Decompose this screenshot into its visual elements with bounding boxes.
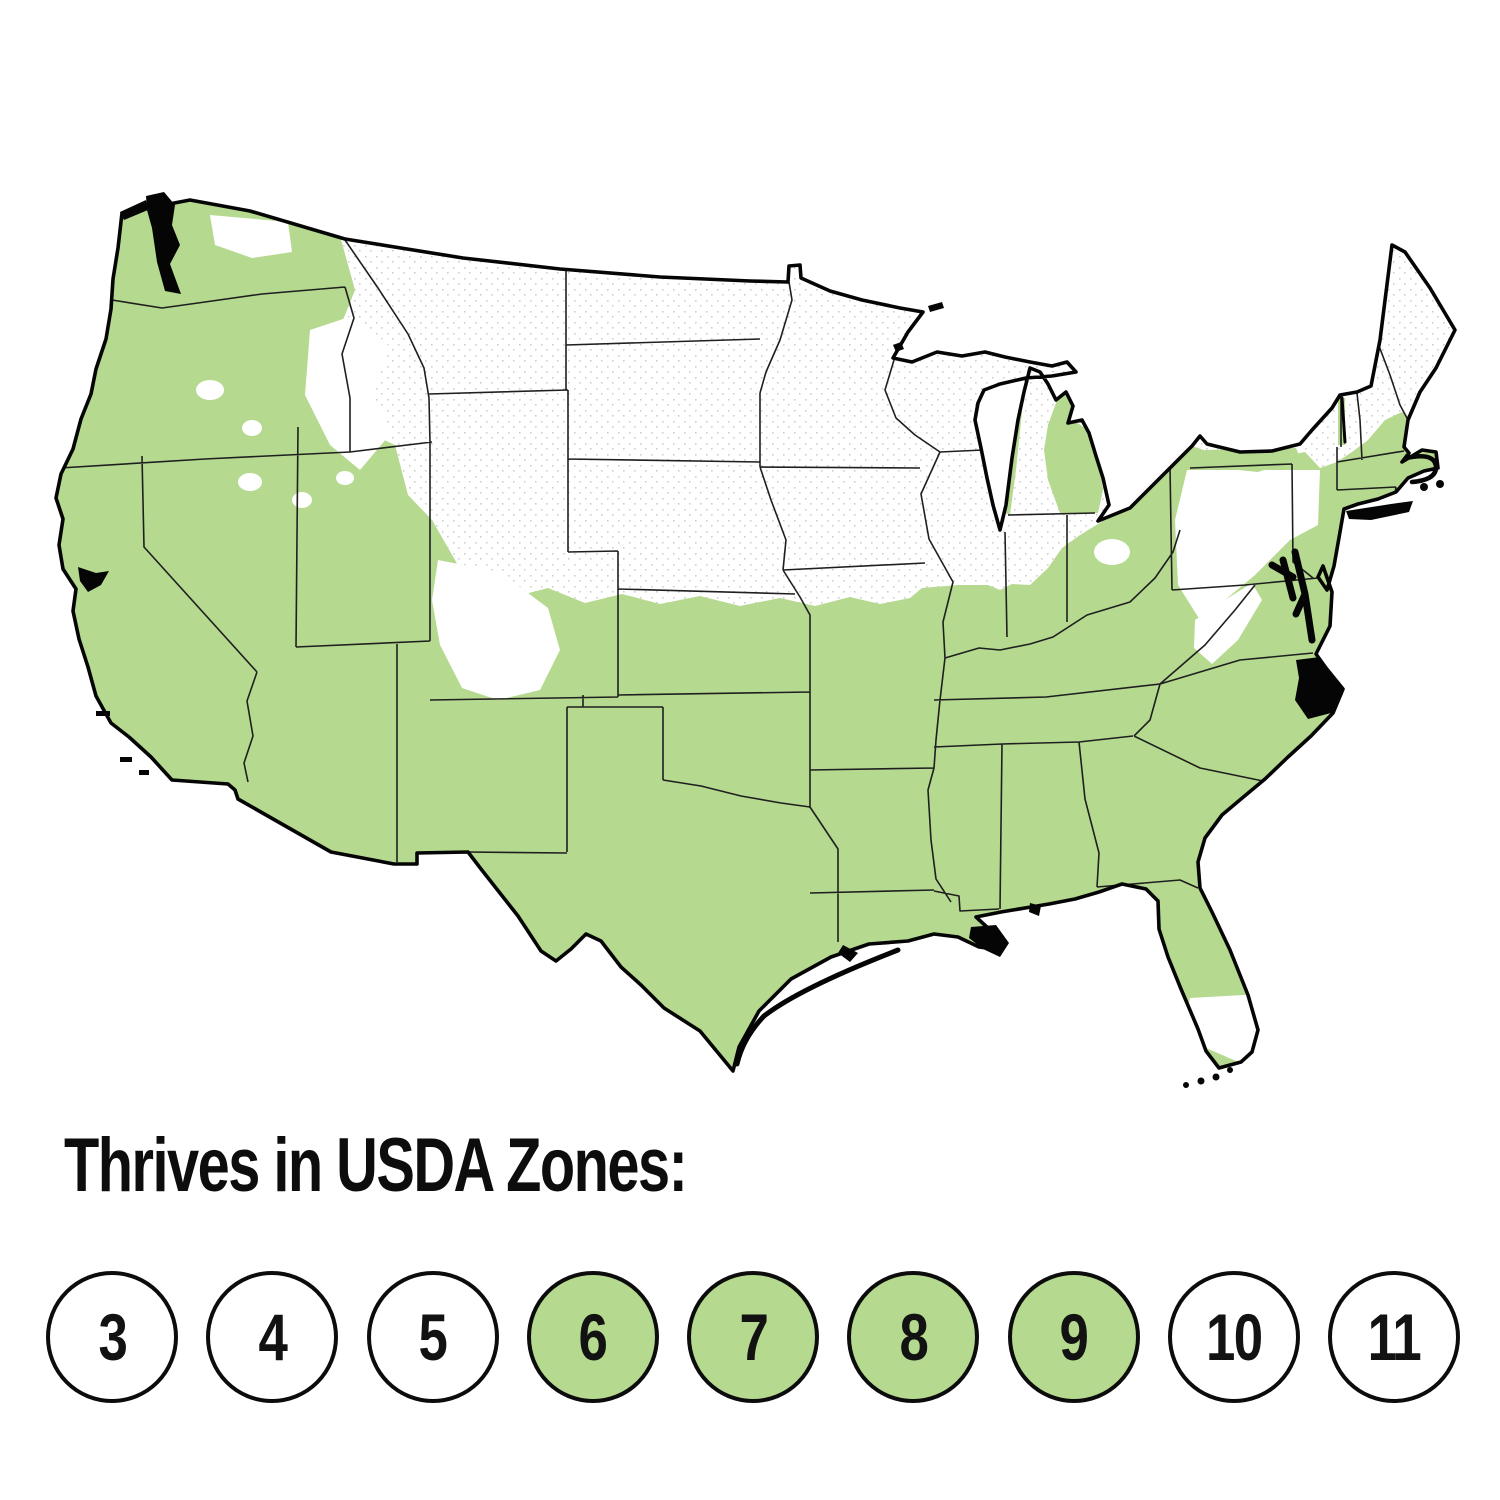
zone-circle-5: 5	[366, 1271, 499, 1403]
zone-circle-7: 7	[687, 1271, 819, 1403]
florida-keys	[1183, 1067, 1233, 1088]
zone-label: 4	[258, 1300, 287, 1374]
zone-circle-6: 6	[526, 1271, 659, 1403]
long-island	[1346, 501, 1413, 520]
isle-royale	[928, 302, 944, 312]
cape-cod	[1403, 454, 1439, 485]
zone-label: 3	[98, 1300, 127, 1374]
zone-circle-11: 11	[1328, 1271, 1460, 1403]
page-title: Thrives in USDA Zones:	[64, 1123, 688, 1208]
mississippi-delta	[969, 925, 1009, 957]
zone-circle-3: 3	[46, 1271, 178, 1403]
mobile-bay	[1029, 903, 1041, 916]
lake-champlain	[1340, 396, 1347, 444]
zone-label: 7	[739, 1300, 768, 1374]
apostle-islands	[893, 342, 904, 352]
state-borders	[59, 239, 1409, 942]
marthas-vineyard-island	[1436, 480, 1444, 488]
zone-label: 5	[418, 1300, 448, 1374]
san-francisco-bay	[78, 567, 109, 592]
us-coastline	[54, 198, 1457, 1073]
puget-sound	[120, 200, 148, 220]
zone-circle-10: 10	[1167, 1271, 1300, 1403]
map-land-layers	[56, 200, 1455, 1071]
nantucket-island	[1420, 483, 1428, 491]
chesapeake-bay	[1268, 548, 1316, 644]
zone-circle-4: 4	[206, 1271, 339, 1403]
coastal-water-features	[78, 192, 1444, 1088]
zone-label: 10	[1205, 1300, 1263, 1374]
galveston-bay	[838, 945, 858, 962]
zone-label: 9	[1059, 1300, 1089, 1374]
zone-label: 6	[578, 1300, 608, 1374]
zone-label: 11	[1367, 1300, 1422, 1374]
zone-legend: 3 4 5 6 7 8 9 10 11	[46, 1271, 1460, 1403]
zone-circle-8: 8	[847, 1271, 980, 1403]
zone-circle-9: 9	[1007, 1271, 1140, 1403]
texas-barrier-islands	[734, 947, 901, 1067]
puget-sound-inlets	[146, 192, 181, 294]
zone-label: 8	[899, 1300, 928, 1374]
outer-banks	[1295, 657, 1343, 719]
